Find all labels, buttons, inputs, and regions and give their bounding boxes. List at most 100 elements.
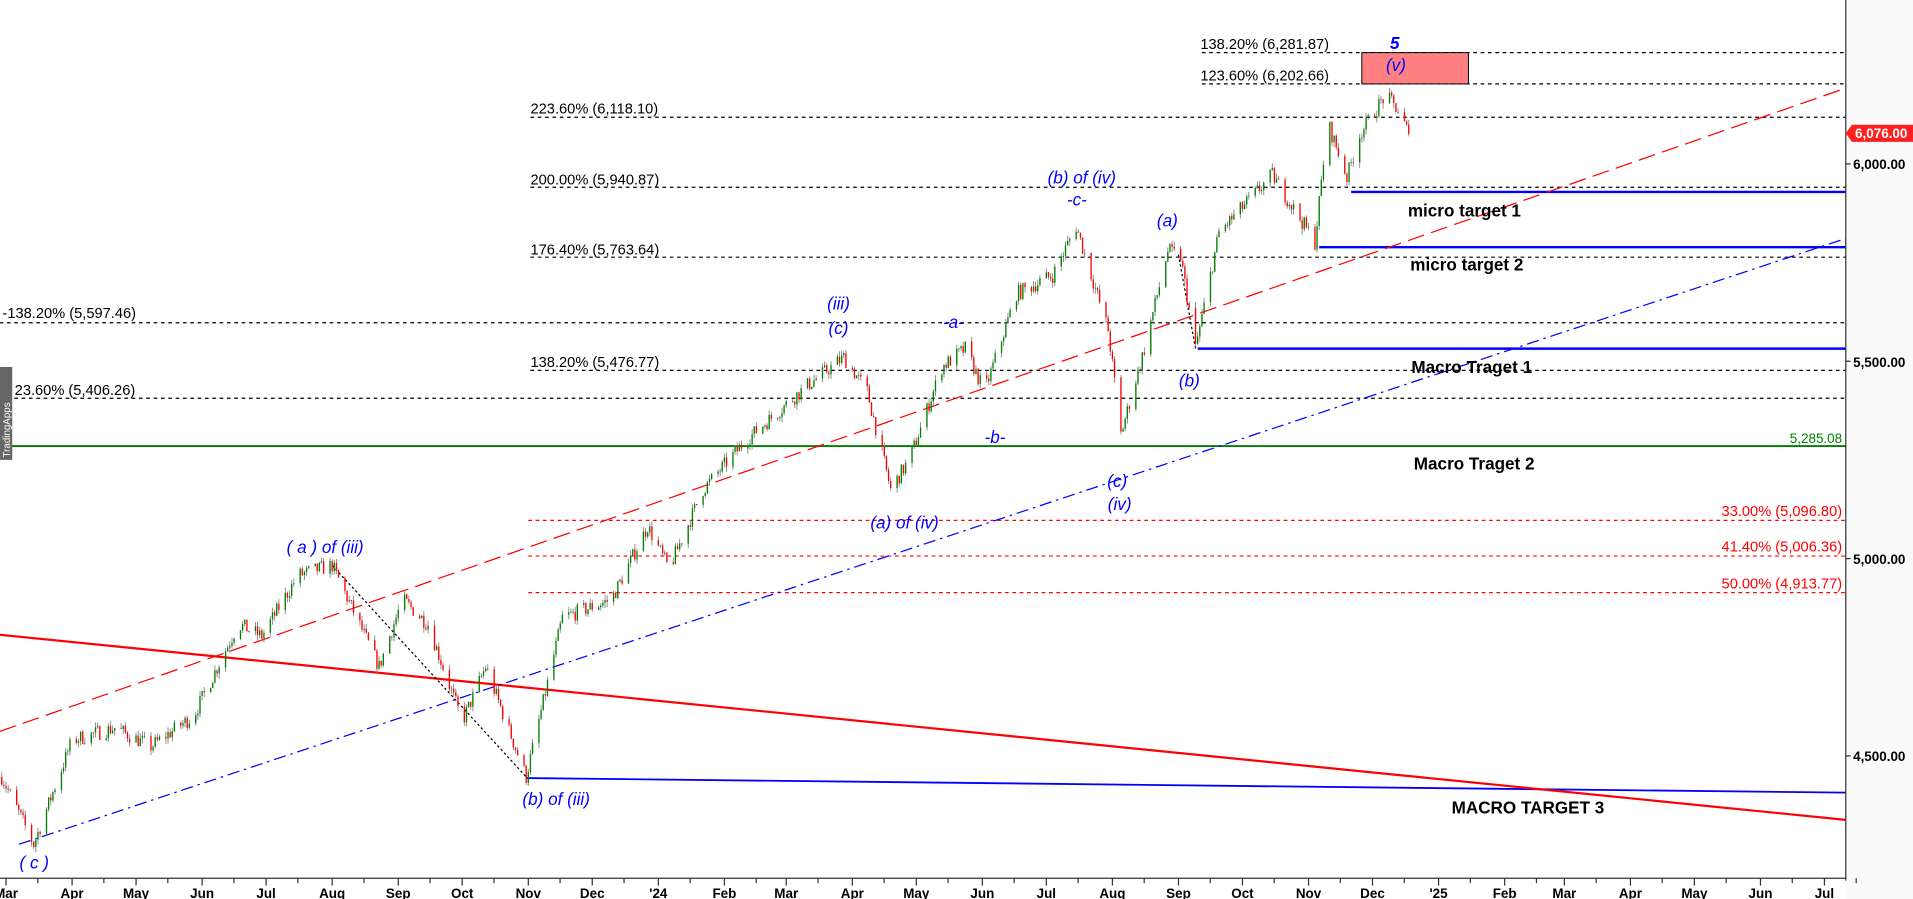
candle-body <box>99 726 101 740</box>
candle-body <box>1254 187 1256 196</box>
candle-body <box>224 651 227 668</box>
candle-body <box>92 732 95 734</box>
candle-body <box>403 594 406 611</box>
candle-body <box>472 691 474 707</box>
candle-body <box>82 731 84 744</box>
candle-body <box>374 640 376 651</box>
candle-body <box>992 362 994 369</box>
candle-body <box>1152 311 1154 321</box>
candle-body <box>1062 255 1065 257</box>
candle-body <box>973 357 975 374</box>
candle-body <box>1113 359 1116 378</box>
candle-body <box>755 426 758 434</box>
candle-body <box>1141 352 1143 371</box>
wave-label: (b) of (iv) <box>1048 168 1116 187</box>
candle-body <box>732 451 734 467</box>
candle-body <box>678 543 681 550</box>
fib-label: 41.40% (5,006.36) <box>1722 540 1843 556</box>
candle-body <box>1169 244 1171 252</box>
candle-body <box>318 562 321 572</box>
candle-body <box>427 625 429 630</box>
candle-body <box>154 737 156 747</box>
candle-body <box>1135 383 1137 409</box>
candle-body <box>1052 278 1054 283</box>
candle-body <box>881 435 883 447</box>
candle-body <box>634 549 636 560</box>
candle-body <box>693 503 696 509</box>
candle-body <box>382 653 385 666</box>
candle-body <box>90 732 92 744</box>
candle-body <box>1286 202 1288 207</box>
candle-body <box>122 725 124 730</box>
candle-body <box>949 356 952 366</box>
candle-body <box>619 579 621 582</box>
candle-body <box>284 592 286 611</box>
candle-body <box>1243 204 1246 210</box>
x-tick-label: Jun <box>1749 886 1773 899</box>
x-tick-label: Jul <box>1815 886 1834 899</box>
candle-body <box>860 374 862 377</box>
candle-body <box>395 617 397 625</box>
candle-body <box>290 583 293 596</box>
candle-body <box>212 682 214 689</box>
candle-body <box>1320 179 1322 197</box>
candle-body <box>1024 283 1026 288</box>
target-label: micro target 1 <box>1408 201 1522 220</box>
candle-body <box>602 602 604 606</box>
candle-body <box>570 611 572 613</box>
candle-body <box>1184 266 1186 279</box>
candle-body <box>1403 111 1406 122</box>
candle-body <box>661 545 664 553</box>
candle-body <box>367 632 370 641</box>
candle-body <box>244 619 246 625</box>
candle-body <box>1022 283 1024 299</box>
target-line <box>526 777 1846 794</box>
candle-body <box>777 417 779 419</box>
candle-body <box>1263 182 1265 191</box>
candles <box>1 88 1410 853</box>
candle-body <box>1335 135 1337 148</box>
candle-body <box>1003 337 1005 342</box>
candle-body <box>915 440 917 446</box>
candle-body <box>1090 252 1092 280</box>
candle-body <box>288 595 291 598</box>
candle-body <box>293 583 295 584</box>
candle-body <box>1007 317 1009 324</box>
candle-body <box>77 740 80 743</box>
candle-body <box>96 726 99 728</box>
candle-body <box>1139 369 1141 371</box>
candle-body <box>303 571 306 575</box>
candle-body <box>783 405 785 414</box>
candle-body <box>990 368 992 382</box>
candle-body <box>1260 190 1263 192</box>
candle-body <box>1350 162 1352 163</box>
target-label: Macro Traget 2 <box>1414 455 1535 474</box>
price-axis[interactable] <box>1845 0 1913 899</box>
candle-body <box>896 475 898 489</box>
candle-body <box>866 376 868 387</box>
candle-body <box>1303 217 1305 230</box>
candle-body <box>440 659 442 665</box>
candle-body <box>1284 179 1286 203</box>
candle-body <box>478 676 480 692</box>
candle-body <box>1348 162 1350 183</box>
candle-body <box>627 563 630 584</box>
candle-body <box>1363 129 1365 138</box>
candle-body <box>710 473 713 479</box>
candle-body <box>195 715 197 724</box>
candle-body <box>527 772 529 783</box>
time-axis[interactable]: Mar Apr May Jun Jul Aug Sep Oct Nov Dec '24 Feb Mar A… <box>0 163 1857 899</box>
candle-body <box>1209 271 1212 303</box>
candle-body <box>199 696 201 714</box>
candle-body <box>389 636 391 654</box>
candle-body <box>589 603 591 610</box>
candle-body <box>1079 232 1082 238</box>
candle-body <box>798 392 800 400</box>
wave-label: (iv) <box>1108 495 1132 514</box>
candle-body <box>510 724 512 739</box>
candle-body <box>435 646 438 651</box>
candle-body <box>830 364 832 375</box>
wave-label: (iii) <box>827 294 850 313</box>
x-tick-label: Aug <box>319 886 345 899</box>
